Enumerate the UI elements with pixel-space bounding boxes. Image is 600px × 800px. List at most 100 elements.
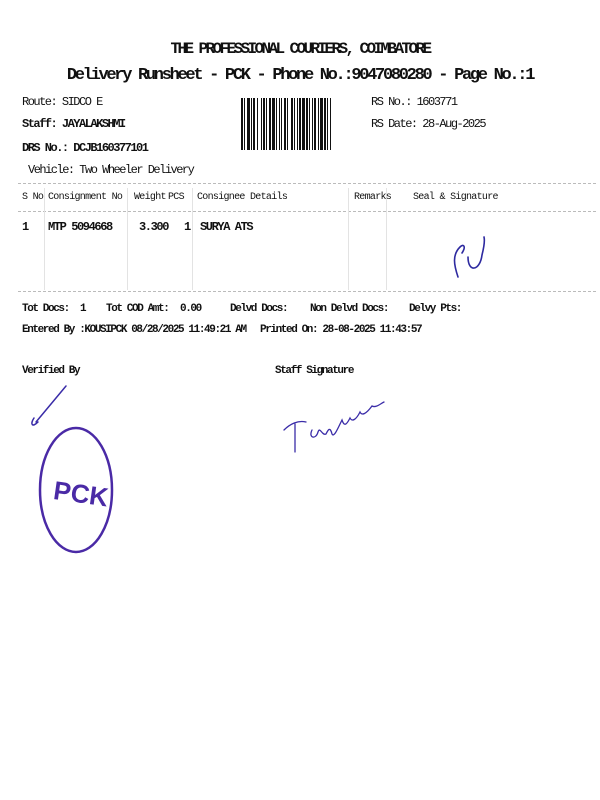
verification-mark-and-stamp: PCK xyxy=(31,385,114,554)
barcode-bar xyxy=(330,98,331,150)
barcode-bar xyxy=(282,98,284,150)
barcode-bar xyxy=(293,98,294,150)
barcode-bar xyxy=(328,98,330,150)
barcode-bar xyxy=(298,98,299,150)
vehicle: Vehicle: Two Wheeler Delivery xyxy=(28,163,195,177)
row-sno: 1 xyxy=(22,220,29,234)
barcode-bar xyxy=(310,98,312,150)
barcode-bar xyxy=(243,98,244,150)
divider xyxy=(18,183,596,184)
barcode-bar xyxy=(287,98,288,150)
barcode-bar xyxy=(258,98,261,150)
company-title: THE PROFESSIONAL COURIERS, COIMBATORE xyxy=(170,40,432,58)
barcode-bar xyxy=(324,98,326,150)
staff-signature-label: Staff Signature xyxy=(275,365,354,377)
barcode-bar xyxy=(306,98,308,150)
consignee-signature xyxy=(453,236,486,278)
tot-docs-value: 1 xyxy=(80,303,87,315)
barcode-bar xyxy=(275,98,276,150)
tot-cod-value: 0.00 xyxy=(180,303,202,315)
barcode-bar xyxy=(331,98,333,150)
barcode-bar xyxy=(294,98,295,150)
barcode-bar xyxy=(284,98,286,150)
barcode-bar xyxy=(299,98,301,150)
staff: Staff: JAYALAKSHMI xyxy=(22,117,126,131)
barcode-bar xyxy=(252,98,253,150)
barcode-bar xyxy=(291,98,293,150)
barcode-bar xyxy=(316,98,318,150)
non-delvd-docs-label: Non Delvd Docs: xyxy=(310,303,389,315)
barcode-bar xyxy=(241,98,243,150)
barcode-bar xyxy=(309,98,310,150)
barcode-bar xyxy=(247,98,250,150)
row-pcs: 1 xyxy=(184,220,191,234)
barcode-bar xyxy=(305,98,306,150)
tot-docs-label: Tot Docs: xyxy=(22,303,70,315)
column-divider xyxy=(348,188,349,290)
divider xyxy=(18,291,596,292)
barcode-bar xyxy=(271,98,272,150)
barcode-bar xyxy=(262,98,263,150)
column-divider xyxy=(127,188,128,290)
barcode-bar xyxy=(269,98,271,150)
barcode-bar xyxy=(281,98,282,150)
header-pcs: PCS xyxy=(168,192,185,203)
header-weight: Weight xyxy=(134,192,167,203)
header-seal-signature: Seal & Signature xyxy=(413,192,499,203)
barcode-bar xyxy=(323,98,324,150)
stamp-circle xyxy=(38,426,114,554)
column-divider xyxy=(386,188,387,290)
runsheet-subtitle: Delivery Runsheet - PCK - Phone No.:9047… xyxy=(66,66,536,85)
barcode-bar xyxy=(261,98,262,150)
rs-number: RS No.: 1603771 xyxy=(371,95,458,109)
barcode-bar xyxy=(327,98,328,150)
barcode-bar xyxy=(280,98,281,150)
printed-on: Printed On: 28-08-2025 11:43:57 xyxy=(260,324,423,336)
header-consignee: Consignee Details xyxy=(197,192,288,203)
barcode-bar xyxy=(318,98,319,150)
row-consignee: SURYA ATS xyxy=(200,220,254,234)
stamp-text: PCK xyxy=(52,475,111,512)
column-divider xyxy=(192,188,193,290)
rs-date: RS Date: 28-Aug-2025 xyxy=(371,117,487,131)
barcode-bar xyxy=(320,98,323,150)
barcode-bar xyxy=(272,98,275,150)
barcode-bar xyxy=(326,98,327,150)
route: Route: SIDCO E xyxy=(22,95,103,109)
barcode-bar xyxy=(313,98,314,150)
tot-cod-label: Tot COD Amt: xyxy=(106,303,170,315)
barcode-bar xyxy=(267,98,269,150)
header-remarks: Remarks xyxy=(354,192,392,203)
barcode-bar xyxy=(255,98,257,150)
barcode-bar xyxy=(279,98,280,150)
barcode-bar xyxy=(263,98,265,150)
delvd-docs-label: Delvd Docs: xyxy=(230,303,289,315)
row-weight: 3.300 xyxy=(139,220,169,234)
barcode-bar xyxy=(312,98,313,150)
entered-by: Entered By :KOUSIPCK 08/28/2025 11:49:21… xyxy=(22,324,247,336)
header-consignment: Consignment No xyxy=(48,192,123,203)
barcode-bar xyxy=(265,98,266,150)
barcode-bar xyxy=(244,98,245,150)
drs-number: DRS No.: DCJB160377101 xyxy=(22,141,149,155)
barcode-bar xyxy=(286,98,287,150)
barcode-bar xyxy=(253,98,255,150)
column-divider xyxy=(44,188,45,290)
barcode-bar xyxy=(302,98,305,150)
barcode-bar xyxy=(297,98,298,150)
staff-signature xyxy=(283,401,385,453)
barcode-bar xyxy=(250,98,251,150)
barcode xyxy=(241,98,369,150)
barcode-bar xyxy=(276,98,277,150)
barcode-bar xyxy=(245,98,247,150)
barcode-bar xyxy=(319,98,320,150)
barcode-bar xyxy=(288,98,291,150)
delvy-pts-label: Delvy Pts: xyxy=(409,303,462,315)
barcode-bar xyxy=(257,98,258,150)
verified-by-label: Verified By xyxy=(22,365,81,377)
barcode-bar xyxy=(301,98,302,150)
barcode-bar xyxy=(295,98,297,150)
barcode-bar xyxy=(308,98,309,150)
row-consignment: MTP 5094668 xyxy=(48,220,113,234)
barcode-bar xyxy=(251,98,252,150)
